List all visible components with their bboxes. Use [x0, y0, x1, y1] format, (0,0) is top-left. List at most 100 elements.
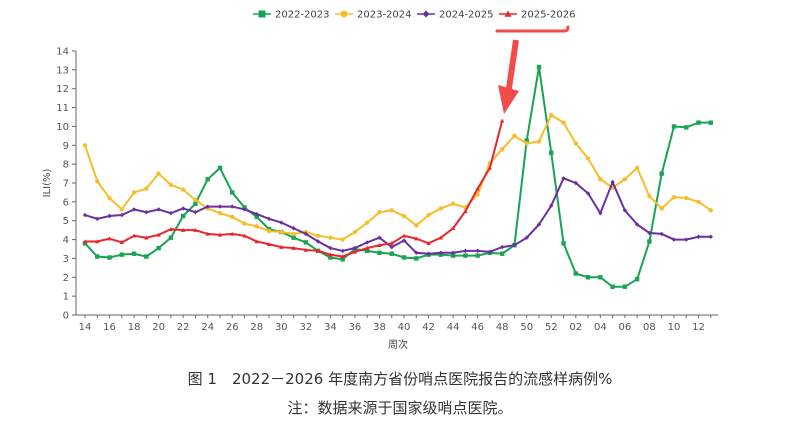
data-point [193, 201, 198, 206]
data-point [266, 216, 272, 222]
data-point [450, 253, 456, 258]
data-point [352, 229, 358, 235]
data-point [647, 239, 652, 244]
data-point [107, 236, 112, 241]
x-tick-label: 20 [152, 322, 165, 333]
data-point [242, 233, 247, 238]
series-2025-2026 [82, 118, 505, 259]
x-tick-label: 30 [275, 322, 288, 333]
data-point [708, 208, 713, 213]
data-point [512, 133, 517, 139]
data-point [180, 187, 186, 192]
x-tick-label: 14 [79, 322, 92, 333]
legend-marker-icon [340, 10, 348, 18]
x-tick-label: 34 [324, 322, 337, 333]
data-point [242, 221, 247, 226]
x-tick-label: 08 [643, 322, 656, 333]
x-axis-label: 周次 [388, 338, 408, 351]
data-point [254, 239, 259, 244]
data-point [217, 204, 223, 209]
y-tick-label: 12 [56, 84, 69, 95]
data-point [414, 256, 419, 261]
legend-label: 2024-2025 [439, 10, 494, 21]
data-point [82, 241, 88, 246]
data-point [426, 212, 431, 218]
data-point [377, 235, 382, 240]
data-point [389, 251, 394, 256]
y-tick-label: 3 [63, 254, 69, 265]
data-point [156, 245, 161, 251]
data-point [328, 245, 333, 251]
data-point [389, 244, 394, 250]
data-point [254, 214, 259, 220]
data-point [561, 120, 566, 125]
data-point [242, 207, 247, 212]
data-point [708, 234, 713, 239]
data-point [487, 249, 493, 255]
data-point [205, 177, 210, 182]
y-tick-label: 1 [63, 292, 69, 303]
data-point [180, 206, 186, 211]
x-tick-label: 46 [471, 322, 484, 333]
data-point [598, 210, 603, 216]
x-tick-label: 18 [128, 322, 141, 333]
legend-item-2025-2026: 2025-2026 [499, 10, 576, 21]
data-point [499, 251, 505, 256]
data-point [549, 112, 554, 118]
x-tick-label: 22 [177, 322, 190, 333]
data-point [315, 248, 321, 253]
x-tick-label: 06 [619, 322, 632, 333]
data-point [365, 240, 370, 245]
x-tick-label: 16 [103, 322, 116, 333]
figure-note: 注：数据来源于国家级哨点医院。 [287, 399, 513, 417]
data-point [291, 226, 296, 231]
data-point [536, 222, 542, 227]
data-point [328, 235, 333, 240]
data-point [144, 254, 149, 259]
data-point [450, 250, 456, 255]
data-point [438, 235, 444, 240]
data-point [193, 210, 198, 215]
data-point [475, 186, 480, 191]
data-point [536, 139, 542, 144]
x-tick-label: 04 [594, 322, 607, 333]
data-point [463, 253, 468, 258]
data-point [389, 208, 394, 213]
data-point [647, 194, 652, 199]
data-point [634, 276, 640, 282]
data-point [659, 231, 664, 237]
data-point [107, 213, 112, 219]
legend-marker-icon [258, 10, 266, 18]
data-point [573, 141, 578, 146]
legend-label: 2022-2023 [275, 10, 330, 21]
data-point [377, 210, 382, 215]
data-point [168, 182, 174, 188]
y-tick-label: 6 [63, 197, 69, 208]
annotation-underline [495, 25, 570, 33]
legend-item-2023-2024: 2023-2024 [335, 10, 412, 21]
data-point [610, 179, 615, 185]
data-point [561, 176, 566, 181]
data-point [475, 253, 480, 258]
y-axis-label: ILI(%) [42, 169, 53, 198]
data-point [168, 235, 174, 240]
data-point [561, 241, 566, 246]
annotation-arrow-head-icon [498, 85, 519, 114]
data-point [230, 204, 235, 209]
data-point [365, 220, 370, 225]
data-point [144, 235, 149, 240]
data-point [131, 190, 137, 195]
data-point [450, 226, 456, 231]
data-point [144, 186, 149, 191]
data-point [598, 275, 603, 280]
data-point [463, 248, 468, 254]
data-point [119, 252, 125, 257]
data-point [536, 64, 542, 70]
x-tick-label: 24 [201, 322, 214, 333]
data-point [352, 245, 358, 251]
y-tick-label: 11 [56, 103, 69, 114]
data-point [414, 223, 419, 228]
x-tick-label: 42 [422, 322, 435, 333]
data-point [340, 248, 345, 254]
data-point [634, 165, 640, 171]
